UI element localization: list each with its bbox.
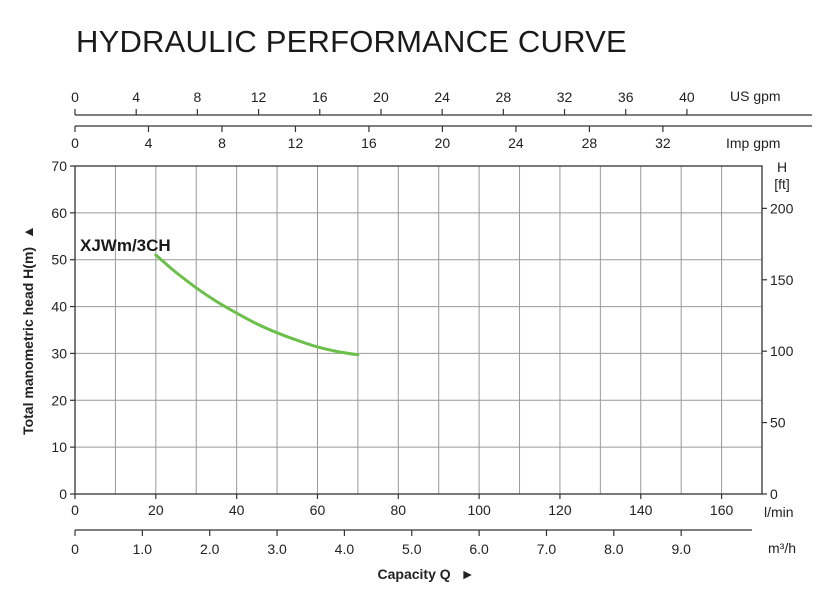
x-tick-label-usgpm: 36 bbox=[618, 89, 634, 105]
x-tick-label-usgpm: 40 bbox=[679, 89, 695, 105]
series-line-xjwm-3ch bbox=[154, 253, 360, 357]
y-tick-label: 40 bbox=[51, 299, 67, 315]
x-tick-label-usgpm: 12 bbox=[251, 89, 267, 105]
y2-tick-label: 200 bbox=[770, 200, 794, 216]
x-tick-label-lmin: 80 bbox=[391, 502, 407, 518]
x-tick-label-impgpm: 16 bbox=[361, 135, 377, 151]
x-tick-label-lmin: 20 bbox=[148, 502, 164, 518]
x-tick-label-lmin: 0 bbox=[71, 502, 79, 518]
x-tick-label-usgpm: 28 bbox=[496, 89, 512, 105]
x-unit-impgpm: Imp gpm bbox=[726, 135, 780, 151]
x-tick-label-m3h: 0 bbox=[71, 541, 79, 557]
x-tick-label-m3h: 7.0 bbox=[537, 541, 557, 557]
x-tick-label-lmin: 60 bbox=[310, 502, 326, 518]
y2-unit-label: [ft] bbox=[774, 176, 790, 192]
y-tick-label: 0 bbox=[59, 486, 67, 502]
x-unit-m3h: m³/h bbox=[768, 540, 796, 556]
x-tick-label-lmin: 120 bbox=[548, 502, 572, 518]
x-tick-label-impgpm: 20 bbox=[435, 135, 451, 151]
x-tick-label-m3h: 8.0 bbox=[604, 541, 624, 557]
x-tick-label-impgpm: 28 bbox=[582, 135, 598, 151]
x-tick-label-usgpm: 20 bbox=[373, 89, 389, 105]
x-tick-label-impgpm: 4 bbox=[145, 135, 153, 151]
y-tick-label: 60 bbox=[51, 205, 67, 221]
x-tick-label-usgpm: 16 bbox=[312, 89, 328, 105]
y-tick-label: 50 bbox=[51, 252, 67, 268]
x-tick-label-lmin: 160 bbox=[710, 502, 734, 518]
x-tick-label-impgpm: 32 bbox=[655, 135, 671, 151]
y2-axis-label: H bbox=[777, 159, 787, 175]
x-tick-label-m3h: 6.0 bbox=[469, 541, 489, 557]
x-unit-lmin: l/min bbox=[764, 504, 794, 520]
x-axis-title-text: Capacity Q bbox=[378, 566, 451, 582]
x-tick-label-usgpm: 32 bbox=[557, 89, 573, 105]
y-axis-title: Total manometric head H(m) ▲ bbox=[20, 225, 36, 435]
x-tick-label-lmin: 140 bbox=[629, 502, 653, 518]
x-tick-label-impgpm: 0 bbox=[71, 135, 79, 151]
x-tick-label-m3h: 3.0 bbox=[267, 541, 287, 557]
x-tick-label-impgpm: 8 bbox=[218, 135, 226, 151]
x-tick-label-usgpm: 8 bbox=[193, 89, 201, 105]
x-unit-usgpm: US gpm bbox=[730, 88, 781, 104]
x-axis-title-arrow: ► bbox=[461, 566, 475, 582]
x-tick-label-impgpm: 24 bbox=[508, 135, 524, 151]
x-tick-label-m3h: 2.0 bbox=[200, 541, 220, 557]
grid bbox=[75, 166, 762, 494]
x-tick-label-m3h: 9.0 bbox=[671, 541, 691, 557]
x-tick-label-impgpm: 12 bbox=[288, 135, 304, 151]
series bbox=[154, 253, 360, 357]
x-axis-title: Capacity Q ► bbox=[378, 566, 475, 582]
y-axis-title-arrow: ▲ bbox=[20, 225, 36, 239]
y2-tick-label: 150 bbox=[770, 272, 794, 288]
y2-tick-label: 50 bbox=[770, 415, 786, 431]
series-label: XJWm/3CH bbox=[80, 236, 171, 255]
x-tick-label-usgpm: 4 bbox=[132, 89, 140, 105]
x-tick-label-m3h: 1.0 bbox=[133, 541, 153, 557]
y2-tick-label: 0 bbox=[770, 486, 778, 502]
x-tick-label-usgpm: 0 bbox=[71, 89, 79, 105]
y-tick-label: 20 bbox=[51, 392, 67, 408]
y-tick-label: 10 bbox=[51, 439, 67, 455]
x-tick-label-lmin: 40 bbox=[229, 502, 245, 518]
chart-title: HYDRAULIC PERFORMANCE CURVE bbox=[76, 24, 627, 59]
x-tick-label-usgpm: 24 bbox=[434, 89, 450, 105]
x-tick-label-m3h: 4.0 bbox=[335, 541, 355, 557]
y2-tick-label: 100 bbox=[770, 343, 794, 359]
axes bbox=[70, 109, 812, 536]
y-axis-title-text: Total manometric head H(m) bbox=[20, 247, 36, 435]
x-tick-label-lmin: 100 bbox=[467, 502, 491, 518]
y-tick-label: 30 bbox=[51, 345, 67, 361]
plot-frame bbox=[74, 165, 763, 495]
y-tick-label: 70 bbox=[51, 158, 67, 174]
x-tick-label-m3h: 5.0 bbox=[402, 541, 422, 557]
